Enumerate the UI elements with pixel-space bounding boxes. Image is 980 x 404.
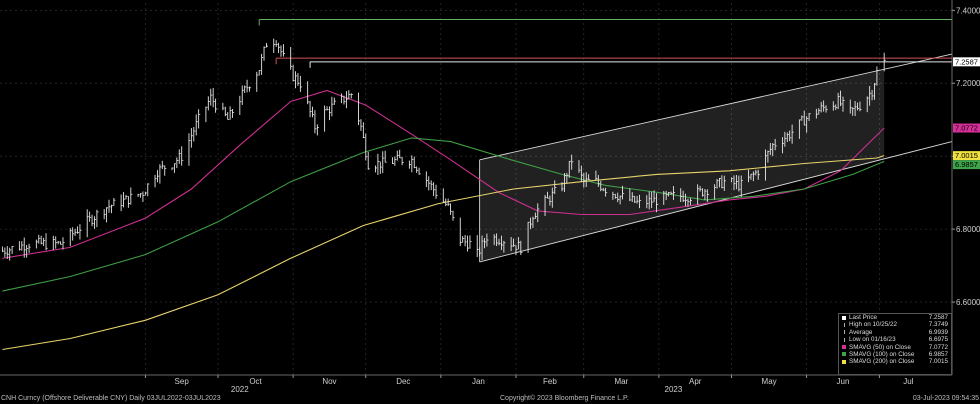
value-label: 6.9857 — [955, 160, 978, 169]
legend-box: Last Price 7.2587 High on 10/25/22 7.3749 … — [838, 313, 952, 375]
footer-copyright: Copyright© 2023 Bloomberg Finance L.P. — [500, 395, 629, 402]
value-label-box — [953, 57, 980, 67]
y-tick-label: 6.6000 — [956, 298, 980, 307]
moving-averages — [2, 89, 885, 351]
legend-label: SMAVG (50) on Close — [849, 343, 911, 351]
x-tick-label: Jan — [472, 377, 485, 386]
x-tick-label: Oct — [249, 377, 262, 386]
footer-timestamp: 03-Jul-2023 09:54:35 — [912, 395, 979, 402]
x-tick-label: Jun — [837, 377, 850, 386]
footer-bar: CNH Curncy (Offshore Deliverable CNY) Da… — [0, 395, 980, 404]
legend-swatch — [842, 345, 846, 350]
footer-security-description: CNH Curncy (Offshore Deliverable CNY) Da… — [1, 395, 221, 402]
legend-swatch — [842, 359, 846, 364]
legend-item: Last Price 7.2587 — [839, 314, 951, 321]
y-tick-label: 6.8000 — [956, 225, 980, 234]
legend-item: SMAVG (50) on Close 7.0772 — [839, 344, 951, 351]
x-tick-label: Dec — [396, 377, 410, 386]
axes: 6.60006.80007.00007.20007.4000SepOctNovD… — [0, 0, 980, 394]
value-label-box — [953, 160, 980, 170]
series-line — [2, 137, 885, 292]
legend-swatch — [842, 352, 846, 357]
legend-label: Last Price — [849, 314, 877, 321]
grid-layer — [0, 3, 952, 375]
legend-value: 7.0772 — [928, 343, 948, 351]
year-label: 2022 — [231, 385, 249, 394]
x-tick-label: Apr — [689, 377, 702, 386]
legend-swatch — [842, 315, 846, 320]
legend-item: Low on 01/16/23 6.6975 — [839, 336, 951, 343]
x-tick-label: May — [762, 377, 777, 386]
legend-label: High on 10/25/22 — [849, 321, 897, 329]
horizontal-levels — [258, 18, 952, 68]
year-label: 2023 — [665, 385, 683, 394]
legend-value: 6.9939 — [928, 328, 948, 336]
x-tick-label: Feb — [543, 377, 557, 386]
value-label-box — [953, 123, 980, 133]
legend-item: SMAVG (100) on Close 6.9857 — [839, 351, 951, 358]
value-label: 7.0015 — [955, 151, 978, 160]
legend-label: SMAVG (100) on Close — [849, 350, 915, 358]
value-label-box — [953, 151, 980, 161]
y-tick-label: 7.4000 — [956, 6, 980, 15]
legend-value: 7.2587 — [928, 314, 948, 321]
legend-swatch — [844, 322, 845, 327]
channel-shade — [479, 69, 885, 262]
y-tick-label: 7.2000 — [956, 79, 980, 88]
legend-label: Low on 01/16/23 — [849, 336, 896, 344]
legend-swatch — [844, 330, 845, 335]
x-tick-label: Jul — [903, 377, 913, 386]
legend-value: 6.9857 — [928, 350, 948, 358]
value-label: 7.2587 — [955, 57, 978, 66]
legend-swatch — [844, 337, 845, 342]
x-tick-label: Nov — [322, 377, 336, 386]
legend-label: Average — [849, 328, 873, 336]
channel-upper-line — [479, 53, 953, 161]
series-line — [2, 155, 885, 351]
value-label: 7.0772 — [955, 124, 978, 133]
x-tick-label: Sep — [175, 377, 190, 386]
legend-value: 6.6975 — [928, 336, 948, 344]
legend-value: 7.3749 — [928, 321, 948, 329]
price-bars — [1, 38, 886, 261]
legend-value: 7.0015 — [928, 358, 948, 366]
series-line — [2, 89, 885, 259]
trend-channel — [479, 53, 953, 263]
legend-item: High on 10/25/22 7.3749 — [839, 321, 951, 328]
legend-item: Average 6.9939 — [839, 329, 951, 336]
legend-item: SMAVG (200) on Close 7.0015 — [839, 358, 951, 365]
x-tick-label: Mar — [614, 377, 628, 386]
legend-label: SMAVG (200) on Close — [849, 358, 915, 366]
